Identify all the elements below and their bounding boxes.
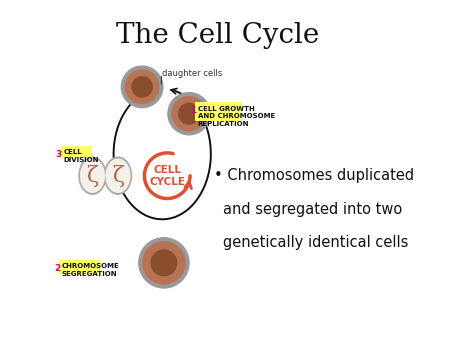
FancyBboxPatch shape (195, 102, 242, 121)
Circle shape (125, 69, 160, 104)
Circle shape (138, 237, 190, 289)
Circle shape (142, 241, 186, 285)
Text: 1: 1 (190, 106, 196, 115)
Circle shape (167, 92, 211, 136)
Text: ζ: ζ (86, 165, 99, 187)
Circle shape (121, 66, 163, 108)
Text: 2: 2 (54, 264, 60, 272)
Ellipse shape (104, 156, 132, 195)
Ellipse shape (105, 159, 130, 193)
Text: CELL
DIVISION: CELL DIVISION (63, 149, 99, 163)
Text: CELL GROWTH
AND CHROMOSOME
REPLICATION: CELL GROWTH AND CHROMOSOME REPLICATION (198, 106, 275, 127)
Text: • Chromosomes duplicated: • Chromosomes duplicated (214, 168, 414, 183)
Text: The Cell Cycle: The Cell Cycle (116, 22, 319, 48)
Text: CHROMOSOME
SEGREGATION: CHROMOSOME SEGREGATION (62, 263, 120, 276)
Text: ζ: ζ (112, 165, 124, 187)
Text: daughter cells: daughter cells (162, 69, 222, 78)
Circle shape (178, 103, 200, 125)
Circle shape (150, 249, 177, 276)
Ellipse shape (78, 156, 107, 195)
FancyBboxPatch shape (61, 146, 93, 158)
FancyBboxPatch shape (59, 260, 101, 273)
Circle shape (171, 96, 207, 131)
Circle shape (131, 76, 153, 98)
Ellipse shape (80, 159, 105, 193)
Text: CELL
CYCLE: CELL CYCLE (149, 165, 185, 187)
Text: 3: 3 (56, 150, 62, 159)
Text: genetically identical cells: genetically identical cells (223, 235, 408, 250)
Text: and segregated into two: and segregated into two (223, 202, 402, 217)
